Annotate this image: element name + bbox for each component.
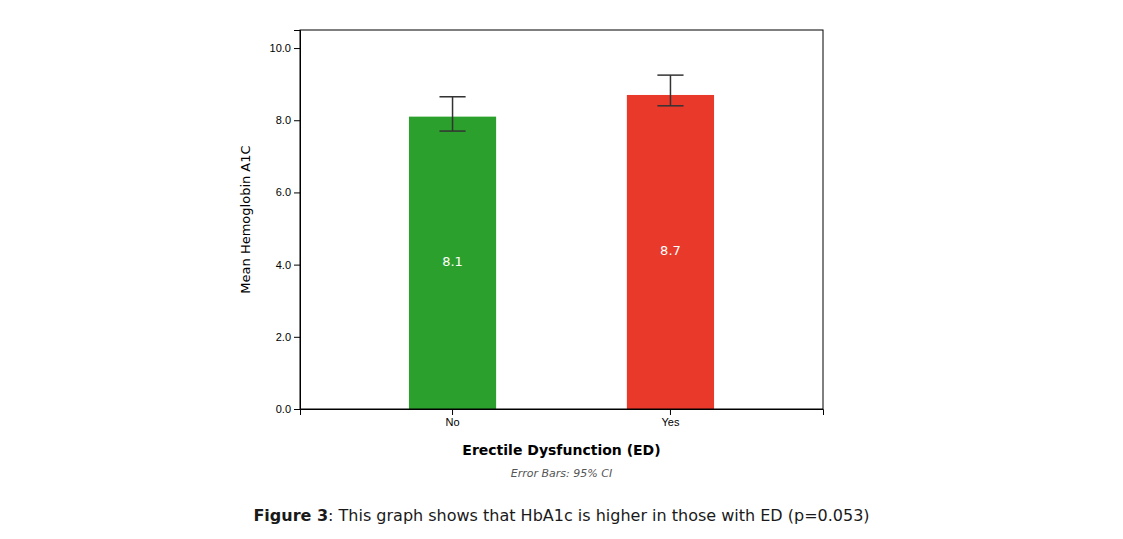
y-tick-mark (294, 265, 300, 266)
error-bar-cap (439, 96, 465, 98)
x-tick-mark (452, 409, 453, 415)
y-tick-mark (294, 337, 300, 338)
caption: Figure 3: This graph shows that HbA1c is… (253, 506, 869, 525)
annotation: Error Bars: 95% CI (511, 467, 612, 480)
error-bar-cap (657, 105, 683, 107)
plot-frame (300, 30, 823, 409)
title: Figure 3 (253, 506, 328, 525)
x-tick: No (446, 409, 460, 428)
y-axis: 0.0 2.0 4.0 6.0 8.0 10.0 (270, 31, 301, 416)
y-tick-mark (294, 120, 300, 121)
data-label: 8.7 (660, 243, 681, 258)
y-tick-mark (294, 48, 300, 49)
x-axis-line (301, 410, 824, 416)
x-tick: Yes (661, 409, 679, 428)
y-tick: 2.0 (276, 331, 300, 343)
error-bar-stem (670, 75, 672, 106)
y-tick: 8.0 (276, 114, 300, 126)
y-tick-mark (294, 409, 300, 410)
y-tick-mark (294, 192, 300, 193)
error-bar-stem (452, 97, 454, 131)
y-tick-label: 2.0 (276, 331, 291, 343)
marks (409, 75, 714, 409)
y-tick: 0.0 (276, 403, 300, 415)
x-tick-label: Yes (661, 416, 679, 428)
y-axis-title: Mean Hemoglobin A1C (238, 145, 253, 293)
y-tick-label: 0.0 (276, 403, 291, 415)
y-tick-label: 8.0 (276, 114, 291, 126)
plot: 8.1 8.7 0.0 2.0 4.0 6.0 8.0 10.0 No Yes Mean Hemog… (238, 30, 824, 480)
data-label: 8.1 (442, 254, 463, 269)
x-tick-label: No (446, 416, 460, 428)
y-tick-label: 6.0 (276, 186, 291, 198)
bar (627, 95, 714, 409)
y-tick-label: 10.0 (270, 42, 291, 54)
x-axis-title: Erectile Dysfunction (ED) (462, 442, 660, 458)
error-bar-cap (657, 74, 683, 76)
error-bar-cap (439, 130, 465, 132)
y-tick: 6.0 (276, 186, 300, 198)
data-labels: 8.1 8.7 (442, 243, 681, 269)
y-tick: 10.0 (270, 42, 300, 54)
error-bar (439, 97, 465, 131)
x-axis: No Yes (301, 409, 824, 428)
chart: 8.1 8.7 0.0 2.0 4.0 6.0 8.0 10.0 No Yes Mean Hemog… (0, 0, 1123, 539)
x-tick-mark (670, 409, 671, 415)
subtitle: : This graph shows that HbA1c is higher … (328, 506, 870, 525)
y-tick-label: 4.0 (276, 259, 291, 271)
y-tick: 4.0 (276, 259, 300, 271)
bar (409, 117, 496, 409)
error-bar (657, 75, 683, 106)
